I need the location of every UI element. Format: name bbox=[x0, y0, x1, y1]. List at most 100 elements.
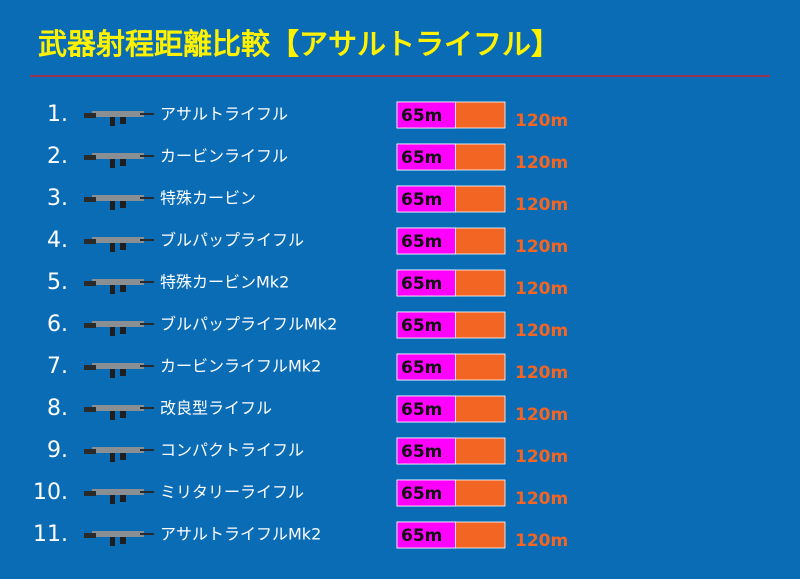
category-label: コンパクトライフル bbox=[160, 441, 304, 460]
gun-icon bbox=[110, 537, 115, 546]
value-label: 120m bbox=[515, 405, 568, 425]
category-label: アサルトライフル bbox=[160, 105, 288, 124]
bar bbox=[396, 311, 456, 339]
gun-icon bbox=[92, 279, 144, 285]
gun-icon bbox=[120, 369, 126, 376]
gun-icon bbox=[140, 155, 154, 157]
gun-icon bbox=[140, 365, 154, 367]
category-label: ミリタリーライフル bbox=[160, 483, 304, 502]
gun-icon bbox=[140, 197, 154, 199]
value-label: 120m bbox=[515, 279, 568, 299]
gun-icon bbox=[140, 239, 154, 241]
value-label: 65m bbox=[401, 274, 442, 294]
rank-label: 5. bbox=[47, 270, 68, 295]
category-label: ブルパップライフルMk2 bbox=[160, 315, 337, 334]
gun-icon bbox=[84, 449, 96, 454]
value-label: 65m bbox=[401, 316, 442, 336]
gun-icon bbox=[92, 153, 144, 159]
bar bbox=[396, 353, 456, 381]
gun-icon bbox=[140, 323, 154, 325]
value-label: 65m bbox=[401, 484, 442, 504]
gun-icon bbox=[92, 489, 144, 495]
bar bbox=[396, 395, 456, 423]
gun-icon bbox=[84, 239, 96, 244]
category-label: 特殊カービンMk2 bbox=[160, 273, 289, 292]
gun-icon bbox=[110, 285, 115, 294]
bar bbox=[396, 521, 456, 549]
gun-icon bbox=[110, 327, 115, 336]
value-label: 120m bbox=[515, 531, 568, 551]
gun-icon bbox=[120, 285, 126, 292]
bar bbox=[396, 185, 456, 213]
gun-icon bbox=[120, 537, 126, 544]
value-label: 120m bbox=[515, 447, 568, 467]
gun-icon bbox=[92, 321, 144, 327]
value-label: 120m bbox=[515, 489, 568, 509]
value-label: 65m bbox=[401, 232, 442, 252]
value-label: 120m bbox=[515, 195, 568, 215]
gun-icon bbox=[92, 237, 144, 243]
value-label: 65m bbox=[401, 442, 442, 462]
gun-icon bbox=[84, 491, 96, 496]
gun-icon bbox=[140, 113, 154, 115]
category-label: ブルパップライフル bbox=[160, 231, 304, 250]
gun-icon bbox=[110, 495, 115, 504]
rank-label: 2. bbox=[47, 144, 68, 169]
rank-label: 6. bbox=[47, 312, 68, 337]
value-label: 65m bbox=[401, 106, 442, 126]
gun-icon bbox=[84, 113, 96, 118]
gun-icon bbox=[140, 281, 154, 283]
category-label: アサルトライフルMk2 bbox=[160, 525, 321, 544]
gun-icon bbox=[120, 495, 126, 502]
gun-icon bbox=[84, 155, 96, 160]
gun-icon bbox=[140, 491, 154, 493]
bar bbox=[396, 479, 456, 507]
category-label: カービンライフル bbox=[160, 147, 288, 166]
category-label: 改良型ライフル bbox=[160, 399, 272, 418]
gun-icon bbox=[84, 323, 96, 328]
value-label: 120m bbox=[515, 237, 568, 257]
category-label: カービンライフルMk2 bbox=[160, 357, 321, 376]
gun-icon bbox=[120, 159, 126, 166]
gun-icon bbox=[120, 411, 126, 418]
gun-icon bbox=[110, 159, 115, 168]
rank-label: 9. bbox=[47, 438, 68, 463]
value-label: 65m bbox=[401, 358, 442, 378]
gun-icon bbox=[120, 117, 126, 124]
value-label: 65m bbox=[401, 400, 442, 420]
value-label: 120m bbox=[515, 363, 568, 383]
gun-icon bbox=[92, 195, 144, 201]
rank-label: 4. bbox=[47, 228, 68, 253]
rank-label: 11. bbox=[33, 522, 68, 547]
bar bbox=[396, 269, 456, 297]
gun-icon bbox=[120, 327, 126, 334]
gun-icon bbox=[84, 407, 96, 412]
bar bbox=[396, 143, 456, 171]
gun-icon bbox=[110, 369, 115, 378]
chart-title: 武器射程距離比較【アサルトライフル】 bbox=[38, 27, 560, 61]
gun-icon bbox=[110, 411, 115, 420]
bar bbox=[396, 101, 456, 129]
gun-icon bbox=[92, 531, 144, 537]
gun-icon bbox=[84, 365, 96, 370]
gun-icon bbox=[84, 533, 96, 538]
value-label: 65m bbox=[401, 526, 442, 546]
gun-icon bbox=[92, 447, 144, 453]
gun-icon bbox=[140, 533, 154, 535]
gun-icon bbox=[110, 117, 115, 126]
rank-label: 10. bbox=[33, 480, 68, 505]
value-label: 120m bbox=[515, 153, 568, 173]
gun-icon bbox=[92, 363, 144, 369]
gun-icon bbox=[120, 243, 126, 250]
gun-icon bbox=[120, 201, 126, 208]
value-label: 65m bbox=[401, 190, 442, 210]
bar bbox=[396, 437, 456, 465]
gun-icon bbox=[110, 201, 115, 210]
gun-icon bbox=[92, 111, 144, 117]
gun-icon bbox=[140, 449, 154, 451]
rank-label: 8. bbox=[47, 396, 68, 421]
gun-icon bbox=[140, 407, 154, 409]
category-label: 特殊カービン bbox=[160, 189, 256, 208]
